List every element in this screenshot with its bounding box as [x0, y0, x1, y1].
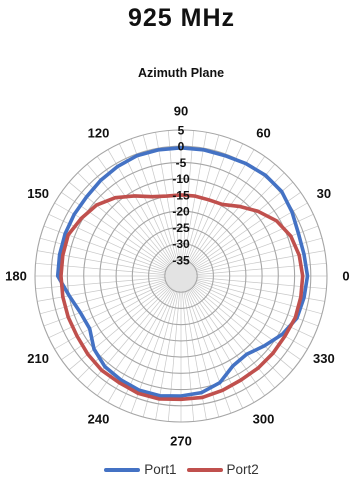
radial-tick-label: -5 [176, 156, 187, 170]
grid-spoke [107, 149, 182, 277]
grid-spoke [180, 132, 207, 277]
grid-spoke [180, 156, 265, 277]
legend-swatch-port2 [186, 467, 223, 472]
radial-tick-label: -10 [172, 172, 190, 186]
grid-spoke [180, 202, 308, 277]
grid-spoke [48, 275, 182, 339]
radial-tick-label: -15 [172, 188, 190, 202]
grid-ring [148, 243, 214, 309]
series-line-port2 [59, 193, 305, 402]
grid-spoke [35, 275, 182, 290]
radial-tick-label: -30 [172, 237, 190, 251]
grid-spoke [180, 163, 276, 277]
radial-tick-label: -35 [172, 253, 190, 267]
grid-ring [34, 129, 328, 423]
radial-tick-label: 0 [178, 140, 185, 154]
series-line-port1 [55, 146, 310, 398]
legend-label-port1: Port1 [144, 462, 177, 477]
grid-ring [164, 259, 198, 293]
grid-spoke [180, 149, 255, 277]
grid-spoke [180, 275, 314, 339]
angle-tick-label: 240 [88, 411, 110, 426]
grid-spoke [180, 134, 220, 277]
angle-tick-label: 90 [174, 104, 188, 119]
grid-spoke [180, 213, 314, 277]
grid-spoke [86, 163, 182, 277]
radial-tick-label: 5 [178, 124, 185, 138]
grid-spoke [180, 275, 285, 380]
figure-title: 925 MHz [127, 4, 236, 32]
grid-ring [131, 226, 231, 326]
grid-spoke [130, 138, 182, 277]
grid-spoke [180, 181, 294, 277]
grid-spoke [180, 138, 232, 277]
grid-spoke [180, 225, 319, 277]
angle-tick-label: 120 [88, 126, 110, 141]
grid-ring [115, 210, 247, 342]
grid-spoke [77, 172, 182, 277]
grid-spoke [39, 275, 182, 315]
series-layer [55, 146, 310, 402]
angle-tick-label: 60 [256, 126, 270, 141]
chart-title: Azimuth Plane [138, 66, 224, 80]
grid-spoke [180, 275, 301, 360]
angle-tick-label: 330 [313, 351, 335, 366]
grid-spoke [180, 172, 285, 277]
radial-tick-label: -25 [172, 221, 190, 235]
legend-swatch-port1 [104, 467, 141, 472]
grid-spoke [155, 132, 182, 277]
angle-tick-label: 300 [253, 411, 275, 426]
radial-tick-label: -20 [172, 205, 190, 219]
angle-tick-label: 270 [170, 434, 192, 449]
angle-tick-label: 180 [5, 269, 27, 284]
angle-tick-label: 0 [342, 269, 349, 284]
angle-tick-label: 210 [27, 351, 49, 366]
grid-ring [83, 178, 279, 374]
tick-labels: 5 0 -5 -10 -15 -20 -25 -30 -35 0 30 60 90 120 150 180 21… [5, 104, 349, 449]
grid-spoke [142, 134, 182, 277]
grid-spoke [118, 143, 182, 277]
grid-spoke [180, 192, 301, 277]
grid-center [165, 260, 197, 292]
grid-spoke [180, 130, 195, 277]
grid-ring [66, 161, 296, 391]
legend-item-port1[interactable]: Port1 [104, 462, 177, 477]
angle-tick-label: 150 [27, 186, 49, 201]
angle-tick-label: 30 [317, 186, 331, 201]
grid-spoke [180, 237, 323, 277]
grid-spoke [97, 156, 182, 277]
legend: Port1 Port2 [0, 462, 363, 477]
grid-spoke [180, 275, 265, 396]
grid-spoke [180, 143, 244, 277]
legend-item-port2[interactable]: Port2 [186, 462, 259, 477]
legend-label-port2: Port2 [226, 462, 259, 477]
grid-spoke [167, 130, 182, 277]
